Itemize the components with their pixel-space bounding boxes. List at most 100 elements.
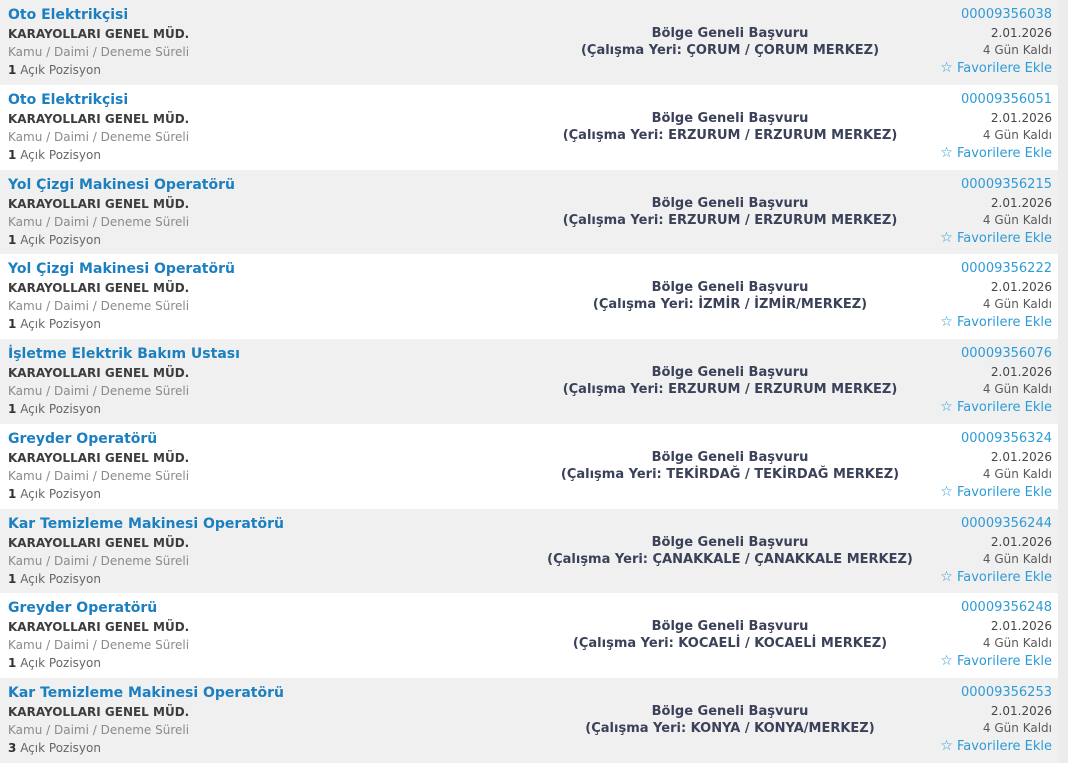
job-listing-row: Kar Temizleme Makinesi Operatörü KARAYOL… xyxy=(0,508,1068,594)
work-location: (Çalışma Yeri: ÇORUM / ÇORUM MERKEZ) xyxy=(580,43,880,58)
job-title-link[interactable]: Oto Elektrikçisi xyxy=(8,7,129,23)
job-title-link[interactable]: Yol Çizgi Makinesi Operatörü xyxy=(8,176,235,193)
work-location: (Çalışma Yeri: TEKİRDAĞ / TEKİRDAĞ MERKE… xyxy=(560,466,900,482)
employer-name: KARAYOLLARI GENEL MÜD. xyxy=(8,281,190,296)
employment-type: Kamu / Daimi / Deneme Süreli xyxy=(8,553,190,568)
open-positions-label: Açık Pozisyon xyxy=(20,232,101,247)
open-positions-count: 1 xyxy=(8,147,17,162)
application-column: Bölge Geneli Başvuru (Çalışma Yeri: TEKİ… xyxy=(408,430,1052,509)
meta-column: 00009356324 2.01.2026 4 Gün Kaldı ☆ Favo… xyxy=(940,430,1052,502)
job-id-link[interactable]: 00009356253 xyxy=(961,685,1052,701)
work-location: (Çalışma Yeri: KONYA / KONYA/MERKEZ) xyxy=(585,721,875,737)
open-positions: 1 Açık Pozisyon xyxy=(8,146,408,164)
star-icon: ☆ xyxy=(940,568,953,585)
meta-column: 00009356244 2.01.2026 4 Gün Kaldı ☆ Favo… xyxy=(940,515,1052,587)
application-column: Bölge Geneli Başvuru (Çalışma Yeri: KOCA… xyxy=(408,599,1052,678)
work-location: (Çalışma Yeri: ÇANAKKALE / ÇANAKKALE MER… xyxy=(547,551,913,567)
employer-name: KARAYOLLARI GENEL MÜD. xyxy=(8,535,190,550)
employment-type: Kamu / Daimi / Deneme Süreli xyxy=(8,299,190,314)
job-id-link[interactable]: 00009356038 xyxy=(961,7,1052,22)
job-id-link[interactable]: 00009356215 xyxy=(961,176,1052,192)
job-title-link[interactable]: İşletme Elektrik Bakım Ustası xyxy=(8,346,240,363)
employer-name: KARAYOLLARI GENEL MÜD. xyxy=(8,366,190,381)
star-icon: ☆ xyxy=(940,483,953,500)
job-listing-row: Greyder Operatörü KARAYOLLARI GENEL MÜD.… xyxy=(0,423,1068,509)
job-info-column: İşletme Elektrik Bakım Ustası KARAYOLLAR… xyxy=(8,345,408,424)
job-title-link[interactable]: Greyder Operatörü xyxy=(8,430,158,447)
job-title-link[interactable]: Yol Çizgi Makinesi Operatörü xyxy=(8,261,235,278)
open-positions: 1 Açık Pozisyon xyxy=(8,400,408,418)
open-positions: 1 Açık Pozisyon xyxy=(8,315,408,333)
favorite-link[interactable]: ☆ Favorilere Ekle xyxy=(940,652,1052,671)
employer-name: KARAYOLLARI GENEL MÜD. xyxy=(8,705,190,720)
star-icon: ☆ xyxy=(940,60,953,76)
favorite-link[interactable]: ☆ Favorilere Ekle xyxy=(940,568,1052,587)
employer-name: KARAYOLLARI GENEL MÜD. xyxy=(8,196,190,211)
job-title-link[interactable]: Oto Elektrikçisi xyxy=(8,91,129,108)
star-icon: ☆ xyxy=(940,399,953,416)
favorite-link[interactable]: ☆ Favorilere Ekle xyxy=(940,144,1052,163)
favorite-label: Favorilere Ekle xyxy=(956,654,1052,670)
days-left: 4 Gün Kaldı xyxy=(982,297,1052,312)
job-info-column: Greyder Operatörü KARAYOLLARI GENEL MÜD.… xyxy=(8,430,408,509)
favorite-label: Favorilere Ekle xyxy=(956,739,1052,755)
job-title-link[interactable]: Kar Temizleme Makinesi Operatörü xyxy=(8,685,284,702)
work-location: (Çalışma Yeri: ERZURUM / ERZURUM MERKEZ) xyxy=(562,212,898,228)
meta-column: 00009356038 2.01.2026 4 Gün Kaldı ☆ Favo… xyxy=(940,6,1052,78)
employment-type: Kamu / Daimi / Deneme Süreli xyxy=(8,638,190,653)
open-positions: 1 Açık Pozisyon xyxy=(8,654,408,672)
favorite-link[interactable]: ☆ Favorilere Ekle xyxy=(940,398,1052,417)
days-left: 4 Gün Kaldı xyxy=(982,466,1052,481)
job-id-link[interactable]: 00009356248 xyxy=(961,600,1052,616)
job-listing-row: Yol Çizgi Makinesi Operatörü KARAYOLLARI… xyxy=(0,169,1068,255)
employment-type: Kamu / Daimi / Deneme Süreli xyxy=(8,214,190,229)
open-positions-count: 1 xyxy=(8,317,17,332)
work-location: (Çalışma Yeri: ERZURUM / ERZURUM MERKEZ) xyxy=(562,127,898,143)
work-location: (Çalışma Yeri: ERZURUM / ERZURUM MERKEZ) xyxy=(562,382,898,398)
job-listing-row: Kar Temizleme Makinesi Operatörü KARAYOL… xyxy=(0,678,1068,763)
favorite-link[interactable]: ☆ Favorilere Ekle xyxy=(940,59,1052,78)
work-location: (Çalışma Yeri: KOCAELİ / KOCAELİ MERKEZ) xyxy=(572,636,888,652)
open-positions-label: Açık Pozisyon xyxy=(20,741,101,756)
favorite-link[interactable]: ☆ Favorilere Ekle xyxy=(940,229,1052,248)
meta-column: 00009356222 2.01.2026 4 Gün Kaldı ☆ Favo… xyxy=(940,260,1052,332)
open-positions: 1 Açık Pozisyon xyxy=(8,61,408,79)
application-scope: Bölge Geneli Başvuru xyxy=(651,534,809,550)
favorite-label: Favorilere Ekle xyxy=(956,484,1052,500)
job-info-column: Kar Temizleme Makinesi Operatörü KARAYOL… xyxy=(8,684,408,763)
job-title-link[interactable]: Greyder Operatörü xyxy=(8,600,158,617)
favorite-label: Favorilere Ekle xyxy=(956,230,1052,246)
application-scope: Bölge Geneli Başvuru xyxy=(651,110,809,126)
favorite-link[interactable]: ☆ Favorilere Ekle xyxy=(940,313,1052,332)
days-left: 4 Gün Kaldı xyxy=(982,721,1052,736)
publish-date: 2.01.2026 xyxy=(990,110,1052,125)
publish-date: 2.01.2026 xyxy=(990,195,1052,210)
publish-date: 2.01.2026 xyxy=(990,365,1052,380)
favorite-link[interactable]: ☆ Favorilere Ekle xyxy=(940,737,1052,756)
favorite-label: Favorilere Ekle xyxy=(956,315,1052,331)
application-scope: Bölge Geneli Başvuru xyxy=(651,195,809,211)
application-scope: Bölge Geneli Başvuru xyxy=(651,449,809,465)
employer-name: KARAYOLLARI GENEL MÜD. xyxy=(8,620,190,635)
job-id-link[interactable]: 00009356222 xyxy=(961,261,1052,277)
employer-name: KARAYOLLARI GENEL MÜD. xyxy=(8,450,190,465)
open-positions-label: Açık Pozisyon xyxy=(20,571,101,586)
meta-column: 00009356253 2.01.2026 4 Gün Kaldı ☆ Favo… xyxy=(940,684,1052,756)
job-listing-row: Oto Elektrikçisi KARAYOLLARI GENEL MÜD. … xyxy=(0,84,1068,170)
application-column: Bölge Geneli Başvuru (Çalışma Yeri: ÇORU… xyxy=(408,6,1052,85)
job-listing-row: İşletme Elektrik Bakım Ustası KARAYOLLAR… xyxy=(0,339,1068,424)
page-background-strip xyxy=(1058,0,1068,763)
open-positions-count: 1 xyxy=(8,486,17,501)
job-id-link[interactable]: 00009356244 xyxy=(961,515,1052,531)
job-id-link[interactable]: 00009356324 xyxy=(961,430,1052,446)
job-title-link[interactable]: Kar Temizleme Makinesi Operatörü xyxy=(8,515,284,532)
application-column: Bölge Geneli Başvuru (Çalışma Yeri: ERZU… xyxy=(408,91,1052,170)
publish-date: 2.01.2026 xyxy=(990,280,1052,295)
employment-type: Kamu / Daimi / Deneme Süreli xyxy=(8,384,190,399)
favorite-link[interactable]: ☆ Favorilere Ekle xyxy=(940,483,1052,502)
job-id-link[interactable]: 00009356051 xyxy=(961,91,1052,107)
employer-name: KARAYOLLARI GENEL MÜD. xyxy=(8,111,190,126)
open-positions-label: Açık Pozisyon xyxy=(20,402,101,417)
job-id-link[interactable]: 00009356076 xyxy=(961,346,1052,362)
